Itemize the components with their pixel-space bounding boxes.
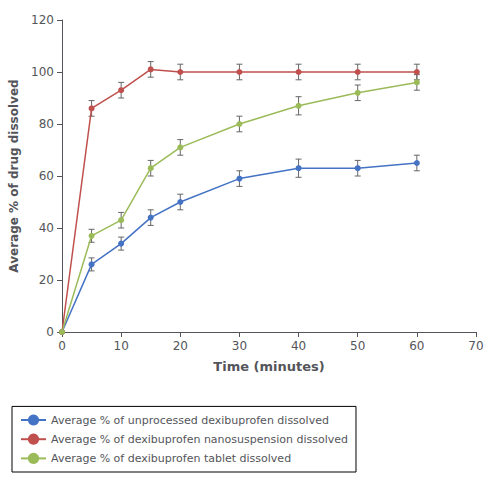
svg-text:120: 120 (31, 13, 54, 27)
svg-text:Average % of unprocessed dexib: Average % of unprocessed dexibuprofen di… (51, 414, 329, 427)
svg-text:20: 20 (39, 273, 54, 287)
svg-text:10: 10 (114, 339, 129, 353)
svg-text:40: 40 (291, 339, 306, 353)
svg-text:60: 60 (39, 169, 54, 183)
svg-text:Average % of drug dissolved: Average % of drug dissolved (7, 79, 21, 272)
svg-text:50: 50 (350, 339, 365, 353)
svg-text:30: 30 (232, 339, 247, 353)
svg-text:0: 0 (46, 325, 54, 339)
svg-text:Average % of dexibuprofen tabl: Average % of dexibuprofen tablet dissolv… (51, 452, 291, 465)
svg-text:Average % of dexibuprofen nano: Average % of dexibuprofen nanosuspension… (51, 433, 348, 446)
svg-text:70: 70 (468, 339, 483, 353)
svg-text:80: 80 (39, 117, 54, 131)
svg-text:100: 100 (31, 65, 54, 79)
svg-text:Time (minutes): Time (minutes) (213, 359, 324, 374)
svg-text:0: 0 (58, 339, 66, 353)
svg-text:20: 20 (173, 339, 188, 353)
svg-text:40: 40 (39, 221, 54, 235)
svg-text:60: 60 (409, 339, 424, 353)
